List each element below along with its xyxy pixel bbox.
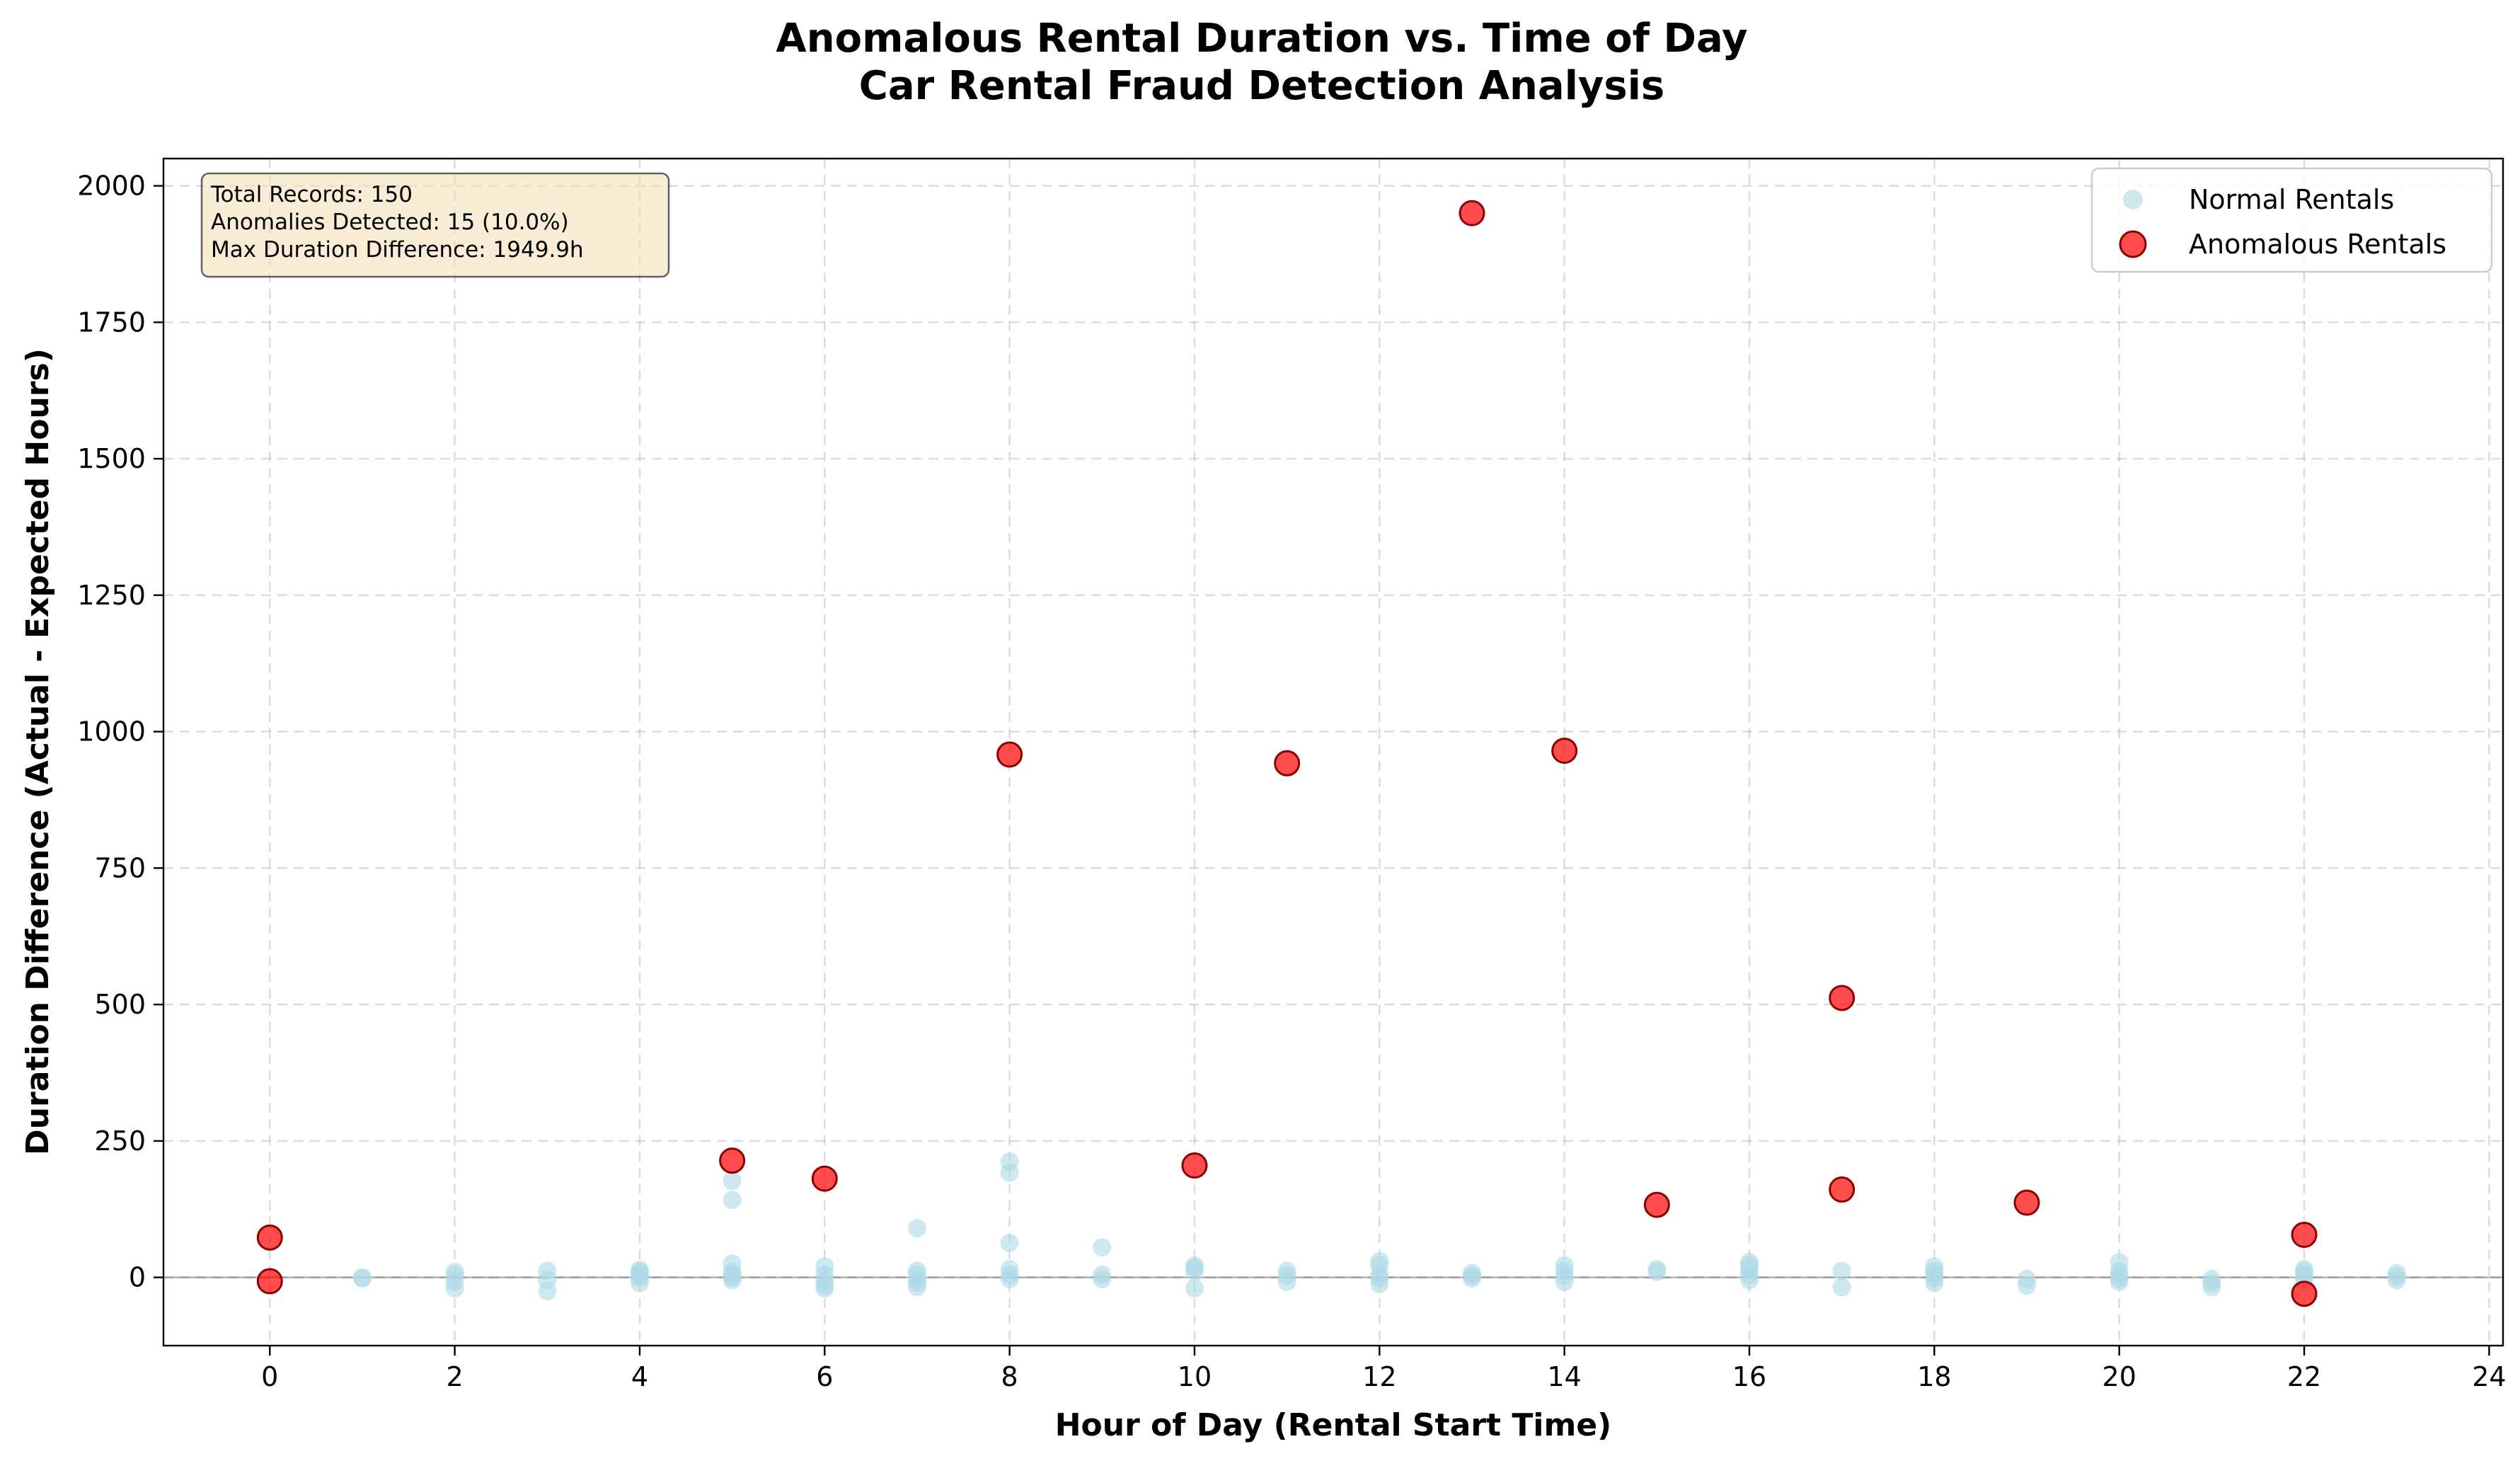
normal-rental-point (907, 1261, 926, 1280)
normal-rental-point (1185, 1279, 1204, 1298)
normal-rental-point (1463, 1264, 1482, 1283)
x-tick-label: 14 (1548, 1361, 1582, 1392)
chart-title: Anomalous Rental Duration vs. Time of Da… (776, 16, 1747, 62)
normal-rental-point (1740, 1253, 1759, 1272)
chart-subtitle: Car Rental Fraud Detection Analysis (859, 63, 1665, 109)
normal-rental-point (1370, 1251, 1389, 1271)
anomalous-rental-point (256, 1268, 283, 1295)
normal-rental-point (1832, 1261, 1851, 1280)
legend-marker-normal (2123, 190, 2143, 210)
x-tick-label: 24 (2472, 1361, 2506, 1392)
normal-rental-point (1277, 1261, 1296, 1280)
legend: Normal Rentals Anomalous Rentals (2090, 167, 2493, 273)
x-axis-ticks: 0 2 4 6 8 10 12 14 16 18 20 22 24 (261, 1346, 2507, 1392)
normal-rental-point (538, 1261, 557, 1280)
data-points (256, 200, 2406, 1307)
normal-rental-point (1925, 1257, 1944, 1276)
y-tick-label: 250 (94, 1125, 146, 1157)
x-tick-label: 10 (1178, 1361, 1212, 1392)
info-total-records: Total Records: 150 (210, 182, 413, 207)
info-box-background (200, 172, 670, 278)
y-axis-label: Duration Difference (Actual - Expected H… (20, 348, 56, 1155)
anomalous-rental-point (1643, 1191, 1670, 1218)
x-tick-label: 22 (2287, 1361, 2321, 1392)
normal-rental-point (2295, 1260, 2314, 1279)
x-tick-label: 20 (2102, 1361, 2136, 1392)
normal-rental-point (723, 1254, 742, 1273)
normal-rental-point (1093, 1238, 1112, 1257)
x-tick-label: 4 (631, 1361, 648, 1392)
normal-rental-point (1832, 1278, 1851, 1297)
x-tick-label: 18 (1917, 1361, 1951, 1392)
normal-rental-point (352, 1268, 372, 1287)
normal-rental-point (1000, 1260, 1019, 1279)
anomalous-rental-point (1181, 1152, 1208, 1179)
normal-rental-point (723, 1171, 742, 1191)
x-tick-label: 2 (447, 1361, 464, 1392)
normal-rental-point (1000, 1152, 1019, 1171)
anomalous-rental-point (719, 1147, 746, 1174)
anomalous-rental-point (2291, 1221, 2318, 1248)
legend-frame (2090, 167, 2493, 273)
y-tick-label: 1250 (77, 580, 146, 611)
plot-frame (162, 157, 2504, 1347)
y-tick-label: 750 (94, 852, 146, 883)
normal-rental-point (1185, 1256, 1204, 1275)
anomalous-rental-point (2013, 1189, 2040, 1216)
y-axis-ticks: 0 250 500 750 1000 1250 1500 1750 2000 (77, 171, 163, 1293)
legend-label-normal: Normal Rentals (2189, 184, 2394, 215)
normal-rental-point (2387, 1264, 2406, 1283)
x-tick-label: 8 (1001, 1361, 1018, 1392)
legend-label-anomalous: Anomalous Rentals (2189, 229, 2446, 260)
x-tick-label: 12 (1362, 1361, 1396, 1392)
y-tick-label: 500 (94, 989, 146, 1020)
y-tick-label: 1500 (77, 443, 146, 474)
x-axis-label: Hour of Day (Rental Start Time) (1055, 1407, 1612, 1443)
anomalous-rental-point (1274, 750, 1301, 777)
anomalous-rental-point (996, 741, 1023, 768)
anomalous-rental-point (1829, 1176, 1856, 1203)
info-max-duration: Max Duration Difference: 1949.9h (211, 237, 584, 263)
anomalous-rental-point (256, 1224, 283, 1251)
x-tick-label: 6 (816, 1361, 833, 1392)
normal-rental-point (1647, 1260, 1667, 1279)
normal-rental-point (630, 1260, 649, 1279)
normal-rental-point (815, 1257, 834, 1276)
x-tick-label: 0 (261, 1361, 278, 1392)
x-tick-label: 16 (1732, 1361, 1766, 1392)
normal-rental-point (1555, 1256, 1574, 1275)
normal-rental-point (2018, 1269, 2037, 1288)
normal-rental-point (2202, 1269, 2221, 1288)
normal-rental-point (1093, 1265, 1112, 1284)
normal-rental-point (1000, 1234, 1019, 1253)
anomalous-rental-point (2291, 1280, 2318, 1307)
anomalous-rental-point (1459, 200, 1485, 227)
info-anomalies-detected: Anomalies Detected: 15 (10.0%) (211, 210, 569, 235)
normal-rental-point (723, 1191, 742, 1210)
y-tick-label: 0 (129, 1262, 146, 1293)
normal-rental-point (445, 1262, 464, 1281)
anomalous-rental-point (1829, 985, 1856, 1012)
normal-rental-point (2110, 1253, 2129, 1272)
info-box: Total Records: 150 Anomalies Detected: 1… (200, 172, 670, 278)
anomalous-rental-point (811, 1165, 838, 1192)
anomalous-rental-point (1551, 738, 1578, 764)
y-tick-label: 1750 (77, 306, 146, 338)
normal-rental-point (907, 1219, 926, 1238)
y-tick-label: 2000 (77, 171, 146, 202)
y-tick-label: 1000 (77, 716, 146, 747)
legend-marker-anomalous (2119, 230, 2147, 258)
